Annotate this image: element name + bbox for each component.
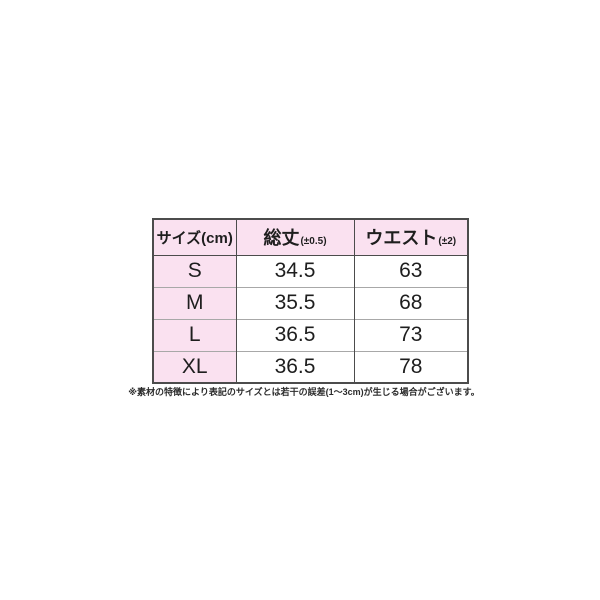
row-waist-value: 68 — [353, 286, 468, 319]
table-row: S 34.5 63 — [152, 254, 468, 287]
disclaimer-note: ※素材の特徴により表記のサイズとは若干の誤差(1～3cm)が生じる場合がございま… — [128, 387, 480, 397]
header-size-label: サイズ(cm) — [156, 229, 233, 247]
row-size-label: M — [152, 286, 236, 319]
table-row: M 35.5 68 — [152, 286, 468, 319]
header-length-cell: 総丈(±0.5) — [235, 219, 354, 256]
row-size-label: XL — [152, 350, 236, 383]
row-waist-value: 78 — [353, 350, 468, 383]
row-length-value: 35.5 — [235, 286, 354, 319]
header-length-tolerance: (±0.5) — [300, 236, 327, 248]
header-waist-tolerance: (±2) — [438, 236, 457, 248]
row-size-label: S — [152, 254, 236, 287]
header-row: サイズ(cm) 総丈(±0.5) ウエスト(±2) — [152, 219, 468, 256]
header-waist-label: ウエスト — [365, 228, 438, 249]
row-waist-value: 73 — [353, 318, 468, 351]
header-size-cell: サイズ(cm) — [152, 219, 236, 256]
header-waist-cell: ウエスト(±2) — [353, 219, 468, 256]
size-chart-table: サイズ(cm) 総丈(±0.5) ウエスト(±2) S 34.5 63 M 35… — [152, 218, 469, 384]
row-waist-value: 63 — [353, 254, 468, 287]
row-length-value: 36.5 — [235, 350, 354, 383]
table-row: XL 36.5 78 — [152, 350, 468, 383]
table-row: L 36.5 73 — [152, 318, 468, 351]
header-length-label: 総丈 — [263, 228, 300, 249]
row-length-value: 34.5 — [235, 254, 354, 287]
row-length-value: 36.5 — [235, 318, 354, 351]
row-size-label: L — [152, 318, 236, 351]
